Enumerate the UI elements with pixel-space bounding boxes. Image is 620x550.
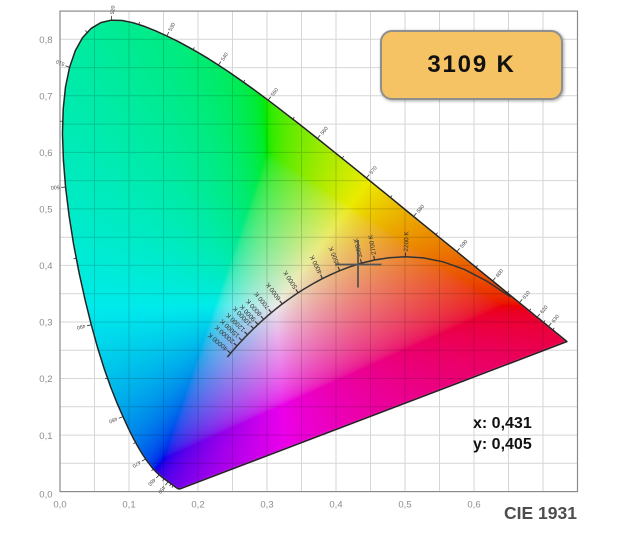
svg-text:590: 590 bbox=[459, 239, 469, 250]
svg-text:0,3: 0,3 bbox=[39, 318, 52, 329]
svg-text:620: 620 bbox=[539, 305, 549, 316]
svg-text:460: 460 bbox=[146, 476, 156, 486]
svg-text:610: 610 bbox=[522, 290, 532, 301]
svg-text:5000 K: 5000 K bbox=[282, 268, 299, 289]
svg-text:0,0: 0,0 bbox=[53, 500, 66, 511]
svg-text:470: 470 bbox=[131, 459, 142, 469]
svg-text:630: 630 bbox=[551, 314, 561, 325]
svg-text:0,4: 0,4 bbox=[39, 261, 52, 272]
svg-text:0,6: 0,6 bbox=[39, 148, 52, 159]
svg-text:570: 570 bbox=[369, 165, 379, 176]
svg-text:0,1: 0,1 bbox=[122, 500, 135, 511]
svg-text:560: 560 bbox=[320, 126, 330, 137]
svg-text:0,3: 0,3 bbox=[260, 500, 273, 511]
svg-text:0,2: 0,2 bbox=[39, 374, 52, 385]
svg-text:2200 K: 2200 K bbox=[403, 231, 411, 252]
svg-text:0,0: 0,0 bbox=[39, 490, 52, 501]
svg-text:550: 550 bbox=[270, 87, 280, 98]
svg-text:0,5: 0,5 bbox=[398, 500, 411, 511]
svg-text:0,2: 0,2 bbox=[191, 500, 204, 511]
svg-text:450: 450 bbox=[156, 484, 166, 495]
svg-text:0,7: 0,7 bbox=[39, 92, 52, 103]
svg-text:600: 600 bbox=[495, 268, 505, 279]
svg-text:0,4: 0,4 bbox=[329, 500, 342, 511]
svg-text:4000 K: 4000 K bbox=[308, 253, 324, 275]
svg-text:480: 480 bbox=[108, 415, 118, 424]
svg-text:0,1: 0,1 bbox=[39, 431, 52, 442]
svg-text:0,8: 0,8 bbox=[39, 35, 52, 46]
svg-text:500: 500 bbox=[51, 184, 60, 190]
svg-text:510: 510 bbox=[55, 58, 65, 67]
svg-text:2700 K: 2700 K bbox=[367, 233, 378, 255]
svg-text:540: 540 bbox=[220, 52, 230, 63]
svg-text:530: 530 bbox=[168, 22, 177, 33]
svg-text:0,6: 0,6 bbox=[467, 500, 480, 511]
svg-text:580: 580 bbox=[416, 204, 426, 215]
svg-text:3500 K: 3500 K bbox=[328, 245, 342, 267]
svg-text:0,5: 0,5 bbox=[39, 205, 52, 216]
svg-text:520: 520 bbox=[110, 5, 117, 14]
svg-text:490: 490 bbox=[76, 322, 86, 330]
